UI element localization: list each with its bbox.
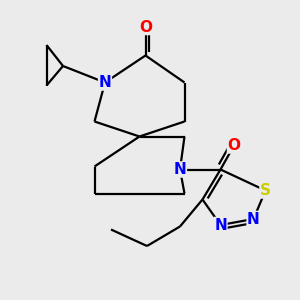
Text: N: N [214,218,227,232]
Text: S: S [260,183,271,198]
Text: N: N [99,75,111,90]
Text: O: O [139,20,152,34]
Text: N: N [247,212,260,226]
Text: O: O [227,138,241,153]
Text: N: N [174,162,186,177]
